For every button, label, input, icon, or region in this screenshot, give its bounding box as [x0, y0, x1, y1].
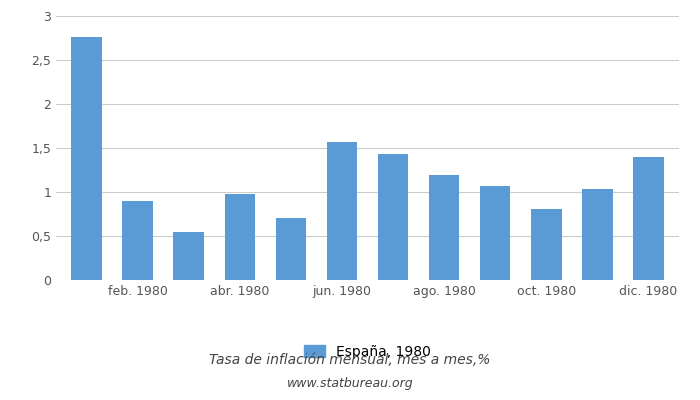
Bar	[174, 232, 204, 280]
Bar	[276, 218, 306, 280]
Bar	[378, 154, 408, 280]
Bar	[633, 157, 664, 280]
Bar	[225, 194, 256, 280]
Text: Tasa de inflación mensual, mes a mes,%: Tasa de inflación mensual, mes a mes,%	[209, 353, 491, 367]
Legend: España, 1980: España, 1980	[304, 345, 431, 359]
Bar	[582, 189, 612, 280]
Bar	[480, 186, 510, 280]
Bar	[327, 142, 357, 280]
Bar	[531, 209, 561, 280]
Bar	[429, 175, 459, 280]
Bar	[122, 201, 153, 280]
Text: www.statbureau.org: www.statbureau.org	[287, 378, 413, 390]
Bar	[71, 37, 102, 280]
